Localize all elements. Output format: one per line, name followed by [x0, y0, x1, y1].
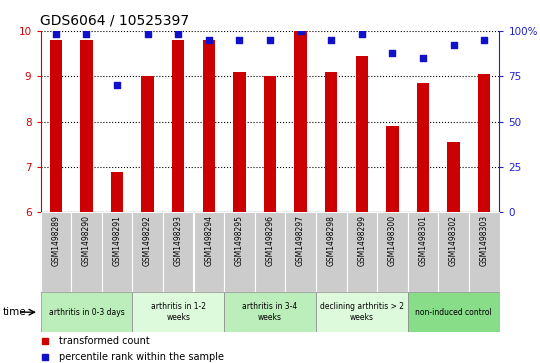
Text: time: time: [3, 307, 26, 317]
Bar: [50, 40, 62, 212]
Bar: [172, 40, 184, 212]
Text: GSM1498289: GSM1498289: [51, 215, 60, 266]
Bar: [386, 126, 399, 212]
Bar: [132, 292, 224, 332]
Bar: [264, 76, 276, 212]
Text: transformed count: transformed count: [59, 336, 150, 346]
Text: GSM1498293: GSM1498293: [174, 215, 183, 266]
Bar: [316, 292, 408, 332]
Point: [174, 32, 183, 37]
Bar: [325, 72, 338, 212]
Text: GSM1498301: GSM1498301: [418, 215, 428, 266]
Point: [327, 37, 335, 43]
Text: GSM1498296: GSM1498296: [266, 215, 274, 266]
Point: [296, 28, 305, 34]
Bar: [40, 212, 71, 292]
Bar: [408, 292, 500, 332]
Text: arthritis in 1-2
weeks: arthritis in 1-2 weeks: [151, 302, 206, 322]
Bar: [469, 212, 500, 292]
Bar: [448, 142, 460, 212]
Bar: [71, 212, 102, 292]
Bar: [316, 212, 347, 292]
Bar: [141, 76, 154, 212]
Text: arthritis in 0-3 days: arthritis in 0-3 days: [49, 308, 124, 317]
Bar: [438, 212, 469, 292]
Text: non-induced control: non-induced control: [415, 308, 492, 317]
Point: [418, 55, 427, 61]
Bar: [132, 212, 163, 292]
Bar: [347, 212, 377, 292]
Bar: [478, 74, 490, 212]
Bar: [417, 83, 429, 212]
Point: [388, 50, 397, 56]
Text: GSM1498295: GSM1498295: [235, 215, 244, 266]
Bar: [40, 292, 132, 332]
Bar: [233, 72, 246, 212]
Point: [82, 32, 91, 37]
Text: percentile rank within the sample: percentile rank within the sample: [59, 352, 224, 362]
Text: GSM1498292: GSM1498292: [143, 215, 152, 266]
Bar: [356, 56, 368, 212]
Text: GSM1498302: GSM1498302: [449, 215, 458, 266]
Bar: [285, 212, 316, 292]
Bar: [202, 40, 215, 212]
Point: [205, 37, 213, 43]
Bar: [111, 171, 123, 212]
Bar: [294, 31, 307, 212]
Bar: [80, 40, 92, 212]
Point: [51, 32, 60, 37]
Bar: [377, 212, 408, 292]
Text: arthritis in 3-4
weeks: arthritis in 3-4 weeks: [242, 302, 298, 322]
Point: [113, 82, 122, 88]
Text: GSM1498291: GSM1498291: [112, 215, 122, 266]
Bar: [224, 292, 316, 332]
Bar: [224, 212, 255, 292]
Text: GSM1498298: GSM1498298: [327, 215, 336, 266]
Point: [266, 37, 274, 43]
Text: GSM1498299: GSM1498299: [357, 215, 366, 266]
Text: GSM1498297: GSM1498297: [296, 215, 305, 266]
Point: [480, 37, 489, 43]
Bar: [255, 212, 285, 292]
Point: [143, 32, 152, 37]
Bar: [102, 212, 132, 292]
Text: GDS6064 / 10525397: GDS6064 / 10525397: [40, 13, 190, 27]
Point: [357, 32, 366, 37]
Text: GSM1498290: GSM1498290: [82, 215, 91, 266]
Point: [449, 42, 458, 48]
Text: GSM1498294: GSM1498294: [204, 215, 213, 266]
Point: [235, 37, 244, 43]
Bar: [193, 212, 224, 292]
Text: declining arthritis > 2
weeks: declining arthritis > 2 weeks: [320, 302, 404, 322]
Bar: [408, 212, 438, 292]
Text: GSM1498300: GSM1498300: [388, 215, 397, 266]
Bar: [163, 212, 193, 292]
Text: GSM1498303: GSM1498303: [480, 215, 489, 266]
